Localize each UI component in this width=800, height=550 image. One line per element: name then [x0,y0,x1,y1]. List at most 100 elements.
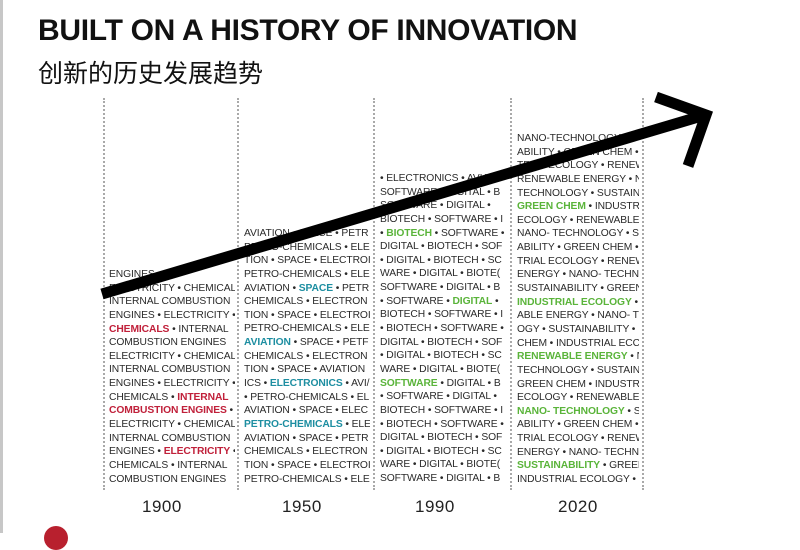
term-line: SOFTWARE • DIGITAL • B [380,281,506,295]
term-line: TION • SPACE • ELECTROI [244,309,370,323]
highlighted-term: ELECTRONICS [269,378,343,390]
term-text: • INTERNAL [169,323,229,335]
term-line: BIOTECH • SOFTWARE • I [380,213,506,227]
term-line: SOFTWARE • DIGITAL • [380,199,506,213]
term-text: ENGINES • [109,446,164,458]
term-text: • [230,446,235,457]
term-text: • ELECTRONICS • AVIAT [380,173,495,184]
term-line: RENEWABLE ENERGY • N [517,173,639,187]
term-line: WARE • DIGITAL • BIOTE( [380,267,506,281]
term-line: TRIAL ECOLOGY • RENEWABLE [517,159,639,173]
term-text: • SPACE • PETF [290,337,369,349]
term-text: TRIAL ECOLOGY • RENEW [517,433,639,445]
term-text: TRIAL ECOLOGY • RENEW [517,255,639,267]
term-text: ENGINES [109,269,155,280]
term-line: • ELECTRONICS • AVIAT [380,172,506,186]
highlighted-term: SOFTWARE [380,377,438,389]
term-text: CHEMICALS • INTERNAL [109,459,228,471]
column-divider [237,98,239,490]
term-text: ELECTRICITY • CHEMICAL [109,350,235,362]
highlighted-term: SUSTAINABILITY [517,460,601,472]
term-text: ELECTRICITY • CHEMICAL [109,419,235,431]
highlighted-term: ELECTRICITY [163,446,231,458]
term-line: • BIOTECH • SOFTWARE • [380,227,506,241]
term-text: SUSTAINABILITY • GREEN [517,283,639,295]
term-line: PETRO-CHEMICALS • ELE [244,268,370,282]
term-line: AVIATION • SPACE • PETR [244,282,370,296]
term-text: ICS • [244,378,270,390]
term-line: ENERGY • NANO- TECHN [517,446,639,460]
term-line: ABILITY • GREEN CHEM • [517,241,639,255]
term-text: • [492,295,499,307]
term-text: • INDUSTR [585,201,639,213]
term-line: DIGITAL • BIOTECH • SOF [380,336,506,350]
page-subtitle: 创新的历史发展趋势 [38,59,264,88]
term-text: ENERGY • NANO- TECHN [517,269,639,281]
term-text: TION • SPACE • ELECTROI [244,255,370,267]
term-line: PETRO-CHEMICALS • ELE [244,418,370,432]
term-text: • SOFTWARE • [431,227,505,239]
term-text: CHEM • INDUSTRIAL ECC [517,337,639,349]
term-line: ABILITY • GREEN CHEM • [517,418,639,432]
term-line: • DIGITAL • BIOTECH • SC [380,349,506,363]
term-line: SUSTAINABILITY • GREEN [517,282,639,296]
term-line: RENEWABLE ENERGY • N [517,350,639,364]
term-text: • DIGITAL • BIOTECH • SC [380,350,502,362]
term-line: INTERNAL COMBUSTION [109,363,235,377]
term-text: TECHNOLOGY • SUSTAIN [517,364,639,376]
term-line: COMBUSTION ENGINES • [109,404,235,418]
term-text: DIGITAL • BIOTECH • SOF [380,432,503,444]
highlighted-term: PETRO-CHEMICALS [244,418,343,430]
term-text: BIOTECH • SOFTWARE • I [380,404,504,416]
term-line: • DIGITAL • BIOTECH • SC [380,445,506,459]
term-line: ECOLOGY • RENEWABLE [517,391,639,405]
term-text: SOFTWARE • DIGITAL • B [380,282,501,294]
term-line: ECOLOGY • RENEWABLE [517,214,639,228]
term-text: AVIATION • [244,282,299,294]
highlighted-term: AVIATION [244,337,291,349]
term-text: ABILITY • GREEN CHEM • [517,419,639,431]
term-line: INDUSTRIAL ECOLOGY • I [517,473,639,487]
term-line: SUSTAINABILITY • GREEN [517,459,639,473]
highlighted-term: BIOTECH [386,227,432,239]
term-line: TECHNOLOGY • SUSTAIN [517,187,639,201]
column-2020-terms: NANO-TECHNOLOGY •ABILITY • GREEN CHEM •T… [517,132,639,488]
term-line: TION • SPACE • ELECTROI [244,459,370,473]
term-line: CHEMICALS • ELECTRON [244,350,370,364]
term-text: COMBUSTION ENGINES [109,473,227,485]
term-line: WARE • DIGITAL • BIOTE( [380,458,506,472]
term-text: ENGINES • ELECTRICITY • [109,309,235,321]
term-text: • ELE [342,418,370,430]
highlighted-term: CHEMICALS [109,323,170,335]
year-label-1950: 1950 [282,497,322,516]
term-line: SOFTWARE • DIGITAL • B [380,377,506,391]
term-text: • SOFTWARE • DIGITAL • [380,391,497,403]
term-line: COMBUSTION ENGINES [109,336,235,350]
term-line: GREEN CHEM • INDUSTR [517,200,639,214]
term-line: OGY • SUSTAINABILITY • [517,323,639,337]
term-text: • PETR [332,282,370,294]
term-text: PETRO-CHEMICALS • ELE [244,473,370,485]
term-line: • SOFTWARE • DIGITAL • [380,390,506,404]
term-line: INTERNAL COMBUSTION [109,295,235,309]
term-line: CHEMICALS • INTERNAL [109,391,235,405]
term-text: DIGITAL • BIOTECH • SOF [380,241,503,253]
term-text: ELECTRICITY • CHEMICAL [109,282,235,294]
term-text: OGY • SUSTAINABILITY • [517,323,636,335]
term-line: WARE • DIGITAL • BIOTE( [380,363,506,377]
column-1950-terms: AVIATION • SPACE • PETR PETRO-CHEMICALS •… [244,227,370,488]
term-text: PETRO-CHEMICALS • ELE [244,268,370,280]
term-text: INTERNAL COMBUSTION [109,364,231,376]
term-line: • BIOTECH • SOFTWARE • [380,418,506,432]
term-line: ELECTRICITY • CHEMICAL [109,350,235,364]
term-line: ELECTRICITY • CHEMICAL [109,418,235,432]
term-text: CHEMICALS • ELECTRON [244,446,368,458]
year-label-1900: 1900 [142,497,182,516]
term-line: CHEMICALS • ELECTRON [244,445,370,459]
term-text: • BIOTECH • SOFTWARE • [380,418,504,430]
term-line: TION • SPACE • ELECTROI [244,254,370,268]
term-text: NANO-TECHNOLOGY • [517,133,627,144]
term-text: ECOLOGY • RENEWABLE [517,214,639,226]
term-text: • [380,227,387,239]
term-text: AVIATION • SPACE • ELEC [244,405,368,417]
